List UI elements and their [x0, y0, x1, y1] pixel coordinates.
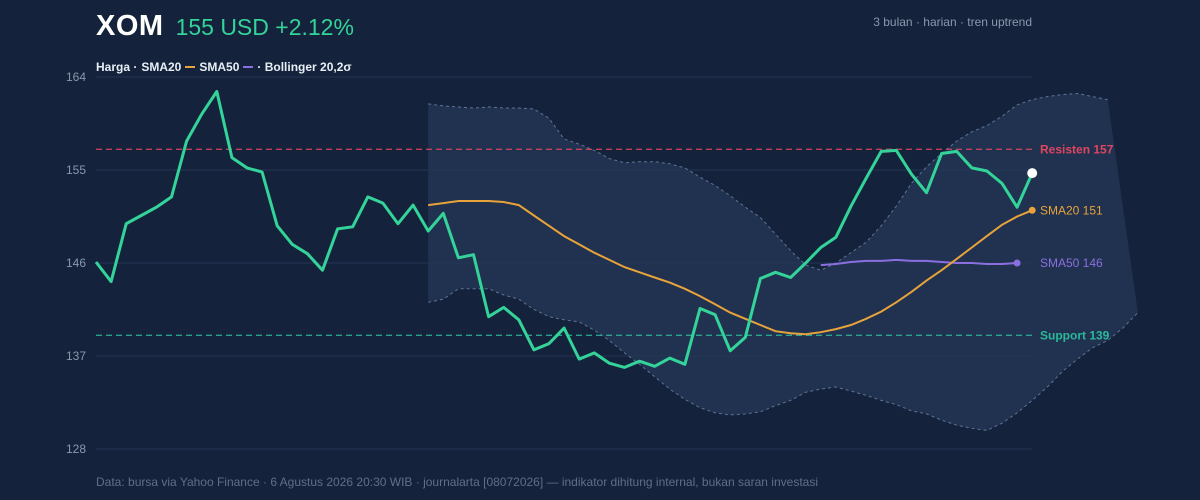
- y-tick-label: 164: [66, 70, 86, 84]
- legend-price: Harga ·: [96, 60, 138, 74]
- sma50-line: [820, 258, 1018, 267]
- y-tick-label: 128: [66, 442, 86, 456]
- legend-sma20: SMA20: [141, 60, 182, 74]
- resistance-label: Resisten 157: [1040, 142, 1114, 156]
- sma50-end-label: SMA50 146: [1040, 256, 1103, 270]
- y-tick-label: 137: [66, 349, 86, 363]
- price-line: [94, 90, 1034, 369]
- sma20-end-point: [1028, 206, 1036, 214]
- price-change: 155 USD +2.12%: [175, 14, 354, 40]
- bollinger-band: [428, 93, 1138, 431]
- sma20-line: [428, 200, 1033, 336]
- legend-sma50-swatch: [243, 66, 254, 68]
- legend-sma50: SMA50: [199, 60, 240, 74]
- bollinger-upper: [428, 92, 1108, 271]
- sma20-end-label: SMA20 151: [1040, 203, 1103, 217]
- ticker-symbol: XOM: [96, 10, 164, 42]
- chart-meta: 3 bulan · harian · tren uptrend: [873, 15, 1032, 29]
- footer-note: Data: bursa via Yahoo Finance · 6 Agustu…: [96, 475, 818, 489]
- chart-title: XOM 155 USD +2.12%: [96, 10, 354, 43]
- sma50-end-point: [1013, 259, 1021, 267]
- legend-bollinger: · Bollinger 20,2σ: [257, 60, 352, 74]
- legend: Harga · SMA20 SMA50 · Bollinger 20,2σ: [96, 60, 352, 74]
- legend-sma20-swatch: [185, 66, 196, 68]
- bollinger-lower: [428, 288, 1139, 431]
- y-tick-label: 155: [66, 163, 86, 177]
- y-tick-label: 146: [66, 256, 86, 270]
- price-end-point: [1027, 168, 1038, 179]
- support-label: Support 139: [1040, 328, 1110, 342]
